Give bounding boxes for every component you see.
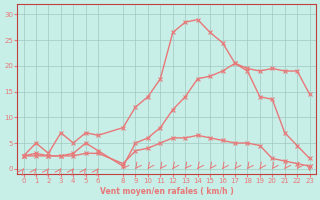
- X-axis label: Vent moyen/en rafales ( km/h ): Vent moyen/en rafales ( km/h ): [100, 187, 234, 196]
